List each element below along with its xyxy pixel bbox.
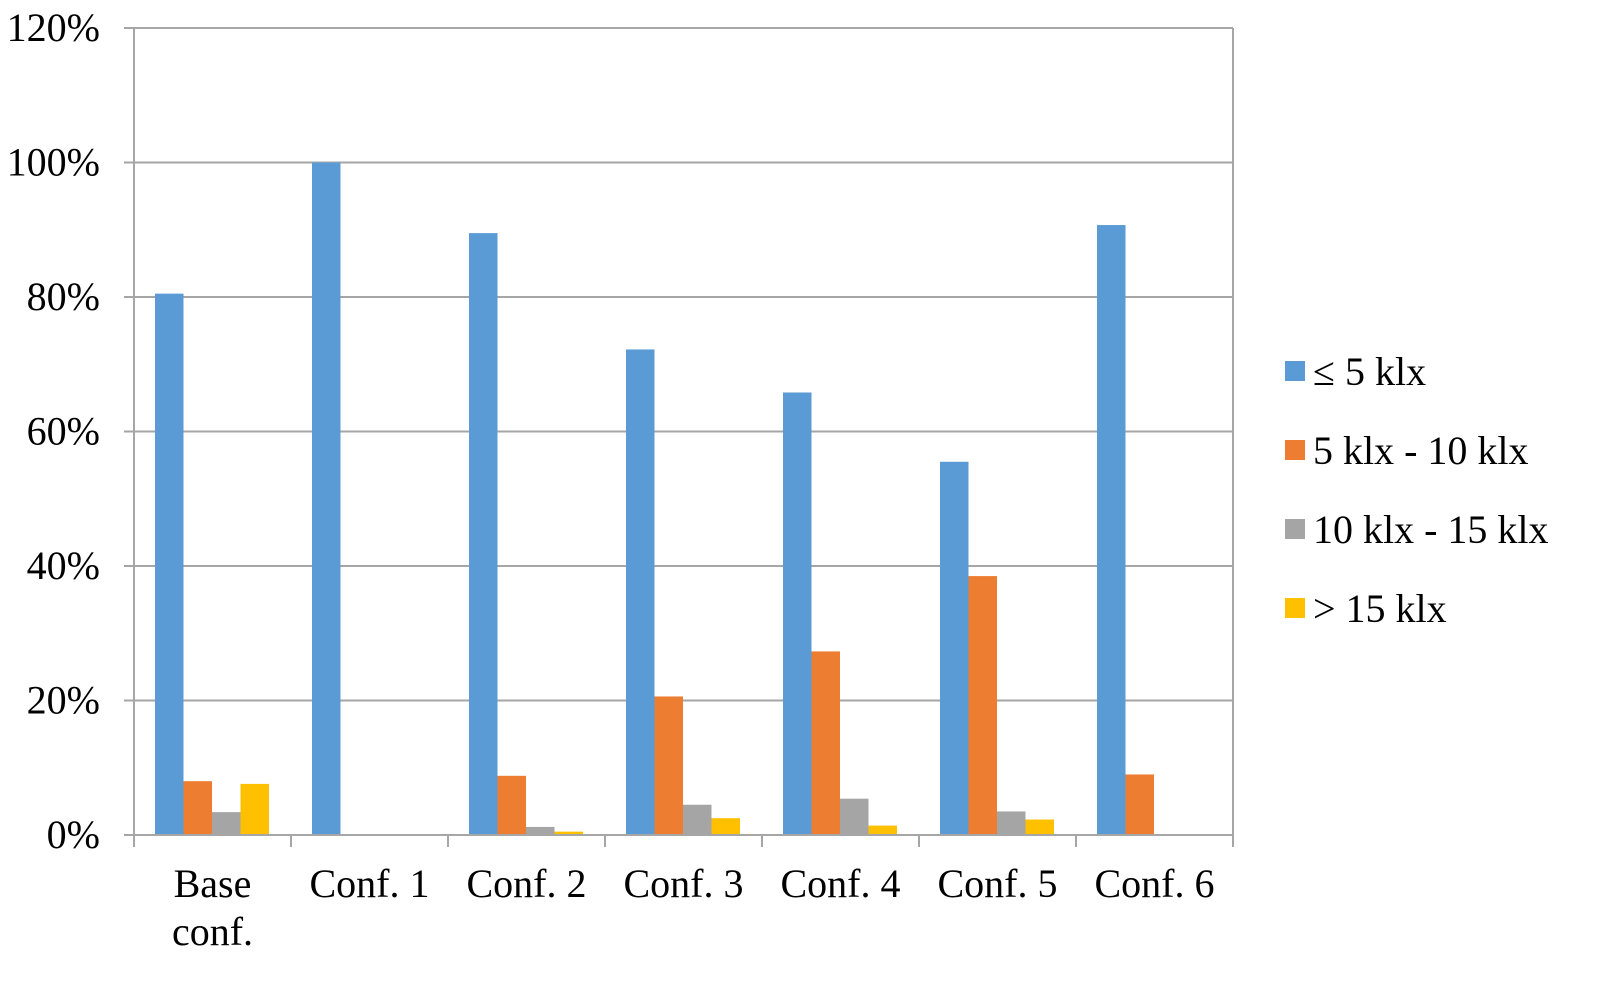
y-tick-label: 20% [27, 678, 100, 723]
bar [312, 162, 341, 835]
legend-swatch [1285, 440, 1305, 460]
bar [868, 825, 897, 835]
bar [626, 349, 655, 835]
bar [683, 804, 712, 835]
legend-label: 10 klx - 15 klx [1313, 507, 1549, 552]
axes [124, 27, 1234, 847]
bar [497, 775, 526, 835]
y-tick-label: 0% [47, 812, 100, 857]
bar [997, 811, 1026, 835]
bar [469, 233, 498, 836]
bar [840, 798, 869, 835]
bar [240, 783, 269, 835]
x-tick-label: Conf. 6 [1095, 861, 1215, 906]
y-tick-label: 80% [27, 274, 100, 319]
bar [940, 461, 969, 835]
bar [1125, 774, 1154, 835]
y-tick-label: 60% [27, 409, 100, 454]
gridlines [134, 27, 1233, 702]
legend: ≤ 5 klx 5 klx - 10 klx 10 klx - 15 klx > 15… [1285, 349, 1549, 631]
bar [183, 781, 212, 835]
x-tick-label: Base [174, 861, 252, 906]
bars [155, 162, 1154, 836]
legend-label: > 15 klx [1313, 586, 1447, 631]
y-tick-label: 40% [27, 543, 100, 588]
y-tick-label: 120% [7, 5, 100, 50]
legend-label: 5 klx - 10 klx [1313, 428, 1529, 473]
bar [526, 826, 555, 835]
bar [155, 293, 184, 835]
bar [783, 392, 812, 835]
bar [968, 576, 997, 835]
legend-label: ≤ 5 klx [1313, 349, 1426, 394]
legend-swatch [1285, 598, 1305, 618]
x-tick-label: Conf. 3 [624, 861, 744, 906]
x-tick-label: conf. [172, 909, 253, 954]
x-tick-label: Conf. 5 [938, 861, 1058, 906]
x-tick-label: Conf. 1 [310, 861, 430, 906]
y-tick-label: 100% [7, 140, 100, 185]
y-tick-labels: 0% 20% 40% 60% 80% 100% 120% [7, 5, 100, 857]
bar [212, 812, 241, 835]
x-tick-label: Conf. 2 [467, 861, 587, 906]
bar [1097, 225, 1126, 836]
legend-swatch [1285, 519, 1305, 539]
bar [654, 696, 683, 835]
bar [1025, 819, 1054, 835]
bar [554, 831, 583, 835]
bar [811, 651, 840, 835]
bar [711, 818, 740, 835]
legend-swatch [1285, 361, 1305, 381]
x-tick-label: Conf. 4 [781, 861, 901, 906]
